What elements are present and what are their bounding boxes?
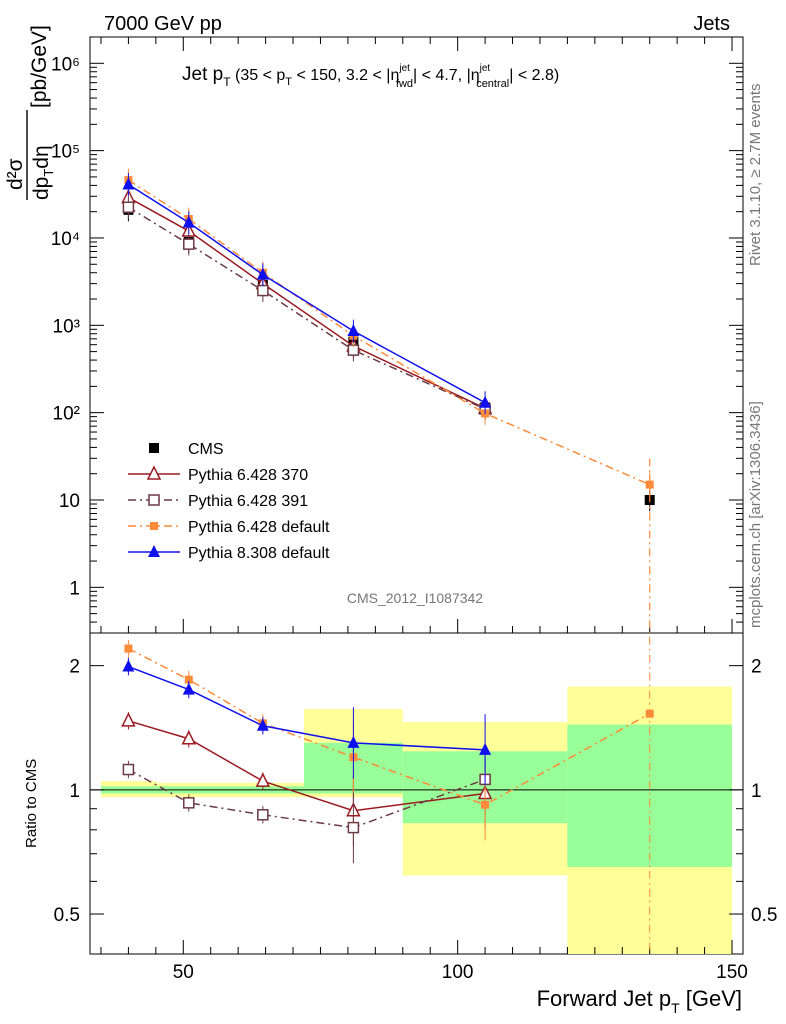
ylabel-units: [pb/GeV] [28,25,51,108]
ratio-point [256,718,269,731]
legend-marker [146,465,162,480]
rivet-label: Rivet 3.1.10, ≥ 2.7M events [747,84,764,267]
ratio-point [124,644,133,653]
title-main-sub: T [223,75,231,89]
legend-marker [148,545,160,557]
ratio-point [181,730,196,745]
ratio-point [347,821,360,834]
main-point [182,215,195,228]
main-point [645,480,654,489]
legend-label: Pythia 6.428 370 [188,467,308,484]
title-range-c-sub: central [476,78,509,90]
main-line-4 [128,183,486,404]
ratio-xtick-label: 50 [173,962,194,983]
ratio-point [257,809,269,821]
ratio-point [182,682,195,695]
main-ytick-label: 1 [69,578,80,599]
main-line-2 [128,206,486,410]
main-point [122,177,135,190]
main-ylabel: d²σ dpTdη [pb/GeV] [4,25,56,200]
ratio-xtick-label: 100 [442,962,474,983]
ratio-point [347,735,360,748]
ratio-ytick-label-right: 0.5 [751,905,777,926]
title-range-a: (35 < p [235,67,285,84]
title-range-b: < 150, 3.2 < |η [292,67,399,84]
ratio-line-2 [128,647,651,806]
ratio-xtick-label: 150 [716,962,748,983]
ratio-plot-frame [89,632,744,955]
title-range-c: | < 4.7, |η [413,67,480,84]
ratio-point [122,659,135,672]
main-point [183,238,195,250]
legend-marker [149,443,159,453]
collision-label: 7000 GeV pp [104,13,222,35]
main-line-3 [128,179,651,486]
legend-marker [150,522,158,530]
main-ytick-label: 10² [53,404,80,425]
title-range-c-sup: jet [479,63,491,74]
ratio-point [183,797,195,809]
title-range-b-sub: fwd [396,78,413,90]
ratio-ytick-label-right: 2 [751,657,762,678]
title-main: Jet p [182,64,223,85]
legend-label: Pythia 6.428 default [188,519,330,536]
title-range-b-sup: jet [398,63,410,74]
main-ytick-label: 10⁶ [51,54,80,75]
xlabel: Forward Jet pT [GeV] [537,986,742,1016]
main-ytick-label: 10³ [53,316,80,337]
legend-marker [148,494,160,506]
ratio-ytick-label: 1 [69,781,80,802]
ratio-point [255,772,271,787]
category-label: Jets [693,13,730,35]
plot-title: Jet pT (35 < pT < 150, 3.2 < |ηjet fwd| <… [182,63,559,90]
title-range-d: | < 2.8) [509,67,559,84]
title-range-a-sub: T [285,76,292,88]
ratio-point [481,800,490,809]
legend: CMS Pythia 6.428 370 Pythia 6.428 391 Pythi… [128,441,330,562]
ratio-line-1 [128,768,486,829]
ratio-point [184,675,193,684]
main-plot-frame [89,36,744,634]
ratio-point [479,742,492,755]
legend-label: Pythia 6.428 391 [188,493,308,510]
legend-label: CMS [188,441,224,458]
main-ytick-label: 10⁵ [51,142,80,163]
legend-label: Pythia 8.308 default [188,545,330,562]
mcplots-label: mcplots.cern.ch [arXiv:1306.3436] [747,401,764,628]
ratio-ylabel: Ratio to CMS [23,759,40,848]
main-point [122,201,135,213]
ratio-ytick-label-right: 1 [751,781,762,802]
ylabel-numerator: d²σ [4,158,27,190]
ylabel-denominator: dpTdη [30,145,56,200]
main-ytick-label: 10 [59,491,80,512]
analysis-watermark: CMS_2012_I1087342 [347,590,483,606]
ratio-ytick-label: 0.5 [54,905,80,926]
ratio-point [122,763,135,776]
ratio-point [645,709,654,718]
main-point [479,395,492,408]
main-point [256,267,269,280]
main-ytick-label: 10⁴ [51,229,80,250]
main-point [257,284,269,297]
ratio-ytick-label: 2 [69,657,80,678]
main-point [347,324,360,337]
ratio-point [121,712,136,727]
